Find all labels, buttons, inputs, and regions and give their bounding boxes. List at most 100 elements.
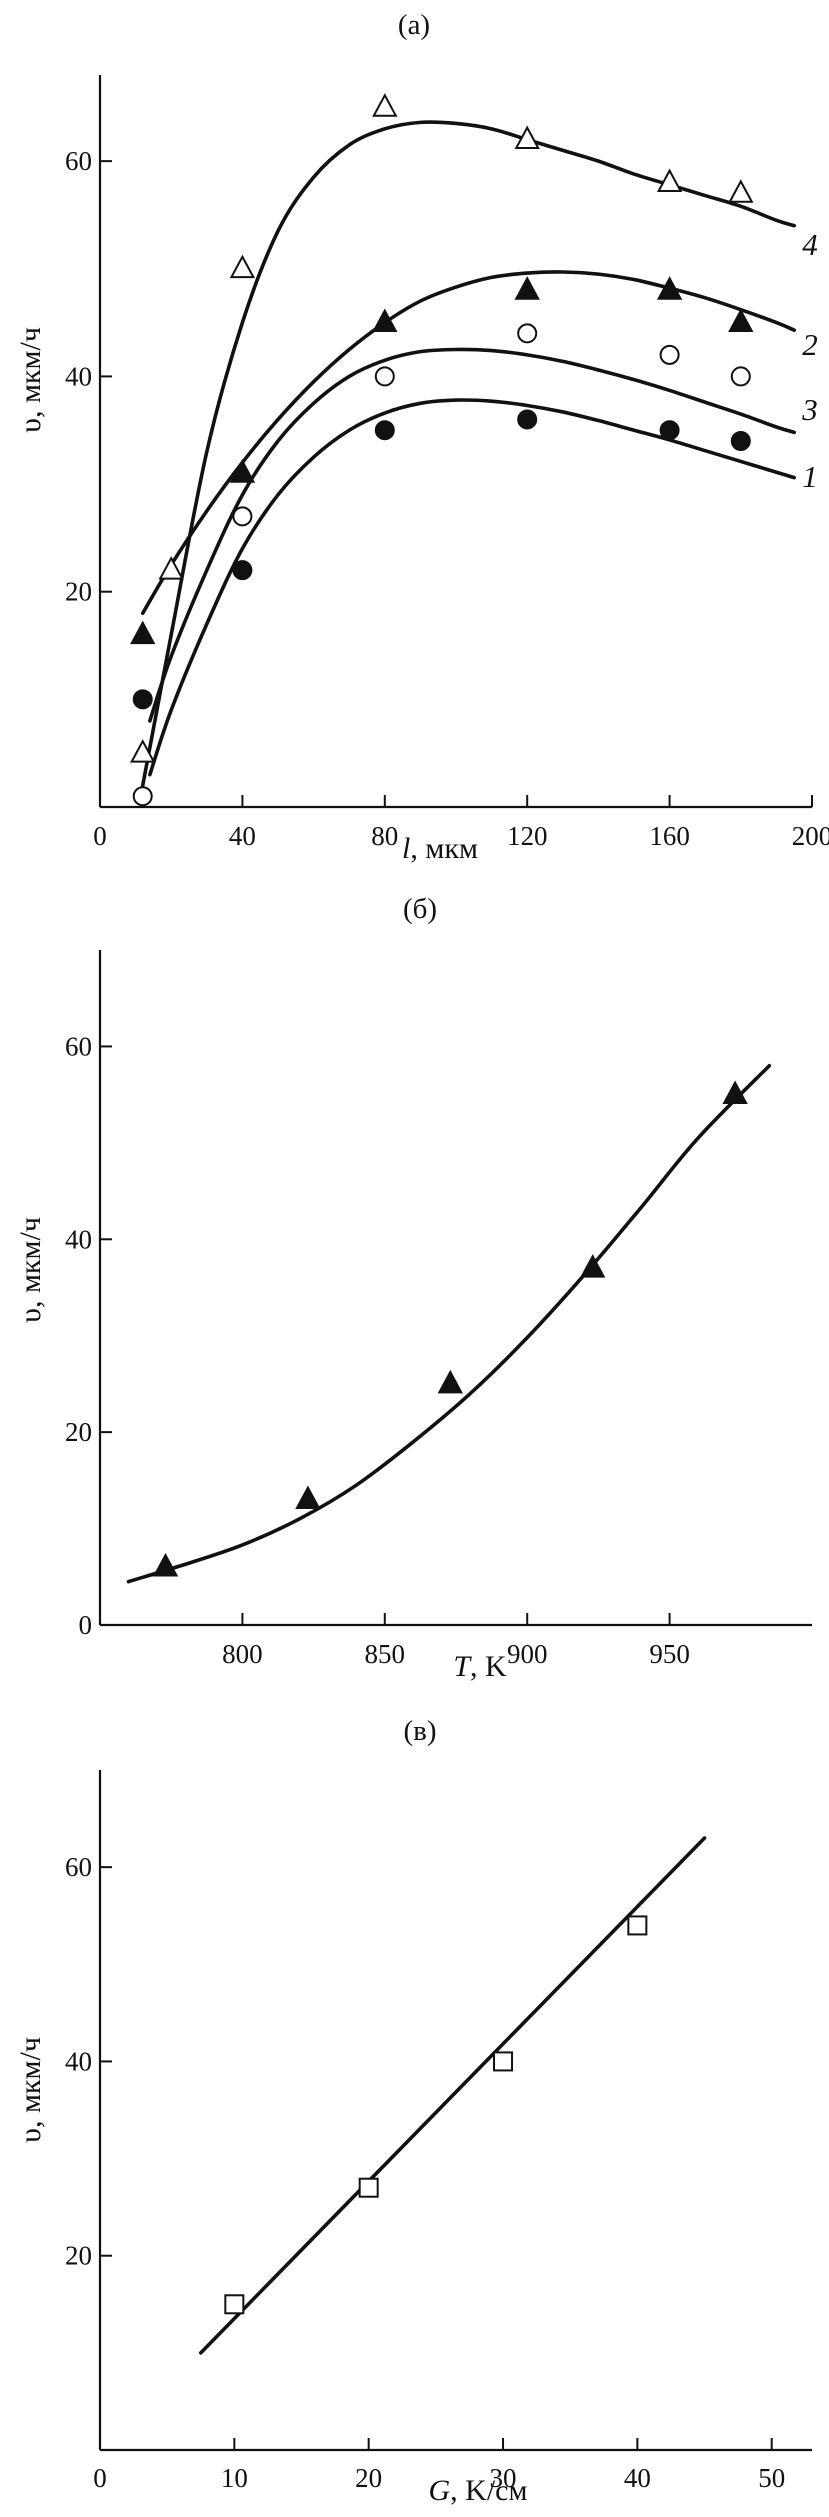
data-point-series-0 — [152, 1553, 179, 1577]
panel-a-ticks: 0 40 80 120 160 200 20 40 60 — [65, 146, 829, 851]
fit-curve-series-0 — [126, 1063, 772, 1584]
y-tick-label: 40 — [65, 2046, 92, 2076]
panel-c-y-axis-label: υ, мкм/ч — [14, 2037, 47, 2143]
data-point-series-0 — [358, 2177, 379, 2198]
y-tick-label: 40 — [65, 361, 92, 391]
panel-a-label: (а) — [398, 9, 430, 41]
x-tick-label: 900 — [507, 1639, 548, 1669]
data-point-3 — [517, 323, 538, 344]
data-point-2 — [130, 620, 156, 645]
fit-curve-4 — [140, 120, 796, 788]
data-point-series-0 — [224, 2294, 245, 2315]
y-tick-label: 0 — [79, 1610, 93, 1640]
data-point-1 — [232, 560, 253, 581]
x-tick-label: 850 — [365, 1639, 406, 1669]
fit-curve-1 — [148, 398, 796, 777]
panel-b-label: (б) — [403, 893, 437, 925]
data-point-4 — [514, 125, 540, 149]
panel-b-axes — [98, 950, 812, 1627]
x-tick-label: 10 — [221, 2463, 248, 2493]
data-point-4 — [158, 556, 184, 580]
x-tick-label: 0 — [93, 821, 107, 851]
data-point-1 — [730, 431, 751, 451]
data-point-4 — [229, 254, 256, 279]
panel-a-axes — [98, 75, 812, 809]
panel-b-data-points — [152, 1080, 748, 1577]
panel-b-y-axis-label: υ, мкм/ч — [14, 1217, 47, 1323]
data-point-series-0 — [437, 1369, 463, 1394]
data-point-2 — [372, 308, 398, 332]
data-point-4 — [728, 179, 754, 203]
chart-panel-a: (а) 0 40 80 120 160 200 20 40 60 4 2 3 1 l, мкм υ, … — [14, 9, 829, 865]
panel-a-curve-labels: 4 2 3 1 — [801, 227, 818, 494]
data-point-2 — [728, 308, 754, 332]
panel-c-label: (в) — [403, 1715, 436, 1747]
panel-b-x-axis-var: T — [453, 1650, 472, 1683]
panel-c-x-axis-label: G, K/см — [429, 2474, 528, 2507]
curve-label-3: 3 — [801, 392, 818, 427]
chart-panel-b: (б) 800 850 900 950 0 20 40 60 T, K υ, мкм/ч — [14, 893, 812, 1683]
data-point-3 — [730, 366, 751, 387]
panel-c-x-axis-unit: , K/см — [450, 2474, 527, 2507]
curve-label-1: 1 — [802, 459, 818, 494]
panel-b-fit-curves — [126, 1063, 772, 1584]
data-point-4 — [656, 168, 683, 193]
panel-c-fit-curves — [198, 1836, 707, 2355]
y-tick-label: 60 — [65, 1031, 92, 1061]
data-point-series-0 — [627, 1915, 648, 1936]
y-tick-label: 20 — [65, 1417, 92, 1447]
panel-b-x-axis-label: T, K — [453, 1650, 507, 1683]
x-tick-label: 800 — [222, 1639, 263, 1669]
chart-panel-c: (в) 0 10 20 30 40 50 20 40 60 G, K/см υ, мкм/ч — [14, 1715, 812, 2507]
curve-label-4: 4 — [802, 227, 818, 262]
data-point-series-0 — [580, 1254, 606, 1278]
panel-a-x-axis-label: l, мкм — [402, 832, 478, 865]
x-tick-label: 50 — [758, 2463, 785, 2493]
y-tick-label: 20 — [65, 2241, 92, 2271]
curve-label-2: 2 — [802, 327, 818, 362]
x-tick-label: 0 — [93, 2463, 107, 2493]
data-point-3 — [232, 506, 253, 527]
panel-a-fit-curves — [140, 120, 796, 788]
data-point-1 — [374, 420, 395, 441]
y-tick-label: 60 — [65, 146, 92, 176]
data-point-1 — [132, 689, 153, 710]
x-tick-label: 200 — [792, 821, 829, 851]
x-tick-label: 950 — [649, 1639, 690, 1669]
fit-curve-series-0 — [198, 1836, 707, 2355]
x-tick-label: 80 — [371, 821, 398, 851]
y-tick-label: 20 — [65, 577, 92, 607]
x-tick-label: 20 — [355, 2463, 382, 2493]
panel-a-x-axis-var: l — [402, 832, 410, 865]
panel-a-y-axis-label: υ, мкм/ч — [14, 327, 47, 433]
data-point-series-0 — [295, 1485, 321, 1510]
data-point-3 — [659, 344, 680, 365]
y-tick-label: 40 — [65, 1224, 92, 1254]
panel-c-ticks: 0 10 20 30 40 50 20 40 60 — [65, 1852, 785, 2493]
data-point-3 — [132, 786, 153, 807]
data-point-4 — [372, 93, 398, 117]
data-point-4 — [130, 739, 156, 763]
x-tick-label: 40 — [624, 2463, 651, 2493]
panel-c-data-points — [224, 1915, 648, 2315]
panel-a-x-axis-unit: , мкм — [410, 832, 478, 865]
data-point-series-0 — [722, 1080, 748, 1105]
x-tick-label: 30 — [490, 2463, 517, 2493]
panel-b-ticks: 800 850 900 950 0 20 40 60 — [65, 1031, 690, 1669]
panel-c-axes — [98, 1770, 812, 2452]
data-point-2 — [229, 459, 256, 483]
x-tick-label: 40 — [229, 821, 256, 851]
data-point-series-0 — [493, 2051, 514, 2072]
y-tick-label: 60 — [65, 1852, 92, 1882]
data-point-1 — [517, 409, 538, 430]
panel-a-data-points — [130, 93, 754, 807]
panel-b-x-axis-unit: , K — [470, 1650, 507, 1683]
x-tick-label: 120 — [507, 821, 548, 851]
data-point-1 — [659, 420, 680, 441]
panel-c-x-axis-var: G — [429, 2474, 451, 2507]
fit-curve-3 — [148, 347, 796, 723]
x-tick-label: 160 — [649, 821, 690, 851]
data-point-2 — [514, 276, 540, 300]
data-point-3 — [374, 366, 395, 387]
